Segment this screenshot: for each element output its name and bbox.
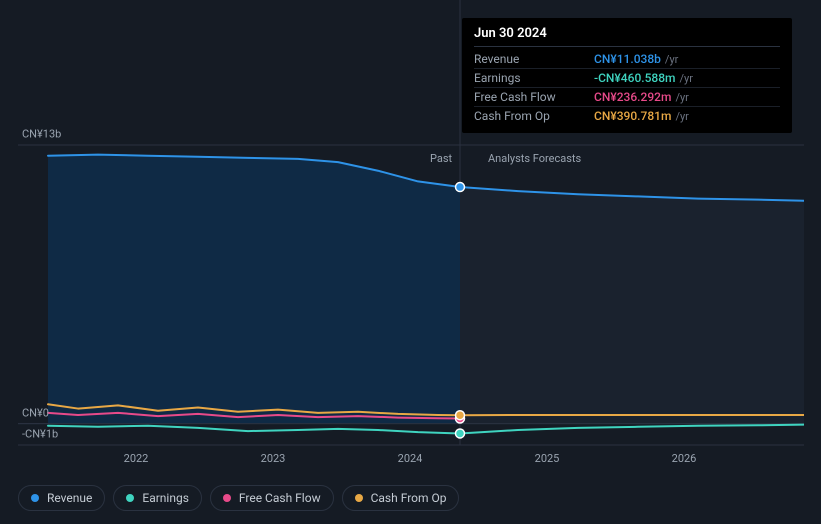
legend-dot-icon — [355, 494, 363, 502]
y-axis-tick-label: CN¥13b — [22, 128, 61, 141]
legend-item-revenue[interactable]: Revenue — [18, 485, 105, 511]
tooltip-unit: /yr — [675, 110, 688, 123]
x-axis-tick-label: 2025 — [535, 452, 560, 465]
forecast-label: Analysts Forecasts — [488, 152, 581, 165]
tooltip-date: Jun 30 2024 — [474, 26, 780, 47]
chart-tooltip: Jun 30 2024 RevenueCN¥11.038b/yrEarnings… — [462, 18, 792, 133]
tooltip-unit: /yr — [680, 72, 693, 85]
tooltip-row: Free Cash FlowCN¥236.292m/yr — [474, 88, 780, 107]
tooltip-unit: /yr — [665, 53, 678, 66]
y-axis-tick-label: -CN¥1b — [22, 428, 58, 441]
legend-item-cash-from-op[interactable]: Cash From Op — [342, 485, 460, 511]
legend-label: Free Cash Flow — [239, 491, 321, 505]
tooltip-row: Earnings-CN¥460.588m/yr — [474, 69, 780, 88]
past-label: Past — [430, 152, 452, 165]
legend-item-free-cash-flow[interactable]: Free Cash Flow — [210, 485, 334, 511]
legend-dot-icon — [31, 494, 39, 502]
tooltip-metric-value: -CN¥460.588m — [594, 71, 676, 85]
tooltip-metric-name: Earnings — [474, 71, 594, 85]
legend-dot-icon — [126, 494, 134, 502]
tooltip-row: RevenueCN¥11.038b/yr — [474, 50, 780, 69]
x-axis-tick-label: 2023 — [261, 452, 286, 465]
chart-legend: Revenue Earnings Free Cash Flow Cash From O… — [18, 485, 459, 511]
legend-label: Earnings — [142, 491, 189, 505]
legend-dot-icon — [223, 494, 231, 502]
tooltip-metric-name: Revenue — [474, 52, 594, 66]
x-axis-tick-label: 2026 — [672, 452, 697, 465]
tooltip-metric-value: CN¥390.781m — [594, 109, 671, 123]
x-axis-tick-label: 2022 — [124, 452, 149, 465]
tooltip-metric-name: Cash From Op — [474, 109, 594, 123]
tooltip-row: Cash From OpCN¥390.781m/yr — [474, 107, 780, 125]
x-axis-tick-label: 2024 — [398, 452, 423, 465]
legend-label: Cash From Op — [371, 491, 447, 505]
tooltip-metric-name: Free Cash Flow — [474, 90, 594, 104]
legend-label: Revenue — [47, 491, 92, 505]
tooltip-metric-value: CN¥11.038b — [594, 52, 661, 66]
legend-item-earnings[interactable]: Earnings — [113, 485, 202, 511]
y-axis-tick-label: CN¥0 — [22, 406, 49, 419]
tooltip-unit: /yr — [675, 91, 688, 104]
tooltip-metric-value: CN¥236.292m — [594, 90, 671, 104]
